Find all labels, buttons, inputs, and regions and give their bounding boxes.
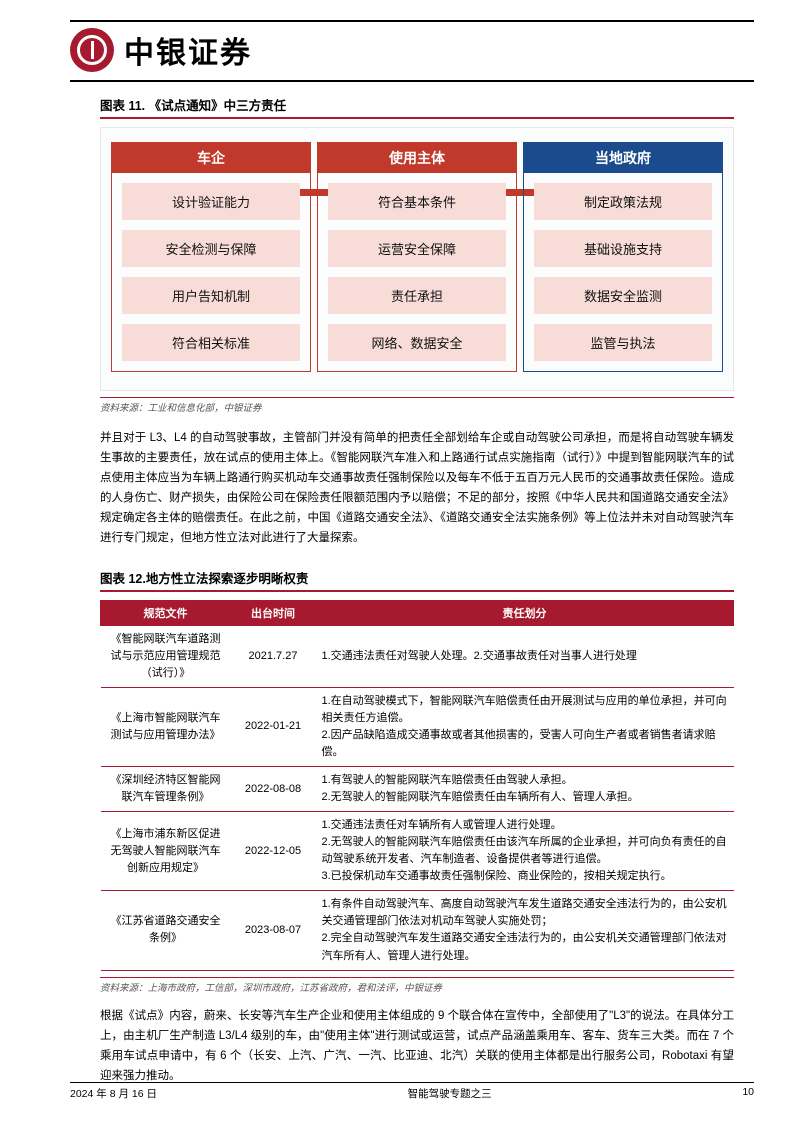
cell-doc: 《上海市浦东新区促进无驾驶人智能网联汽车创新应用规定》 [101, 812, 231, 891]
figure12-source: 资料来源：上海市政府，工信部，深圳市政府，江苏省政府，君和法评，中银证券 [100, 980, 734, 994]
column-item: 设计验证能力 [122, 183, 300, 220]
column-item: 运营安全保障 [328, 230, 506, 267]
cell-resp: 1.在自动驾驶模式下，智能网联汽车赔偿责任由开展测试与应用的单位承担，并可向相关… [316, 687, 734, 766]
table-row: 《江苏省道路交通安全条例》2023-08-071.有条件自动驾驶汽车、高度自动驾… [101, 891, 734, 970]
column-header: 当地政府 [524, 143, 722, 173]
cell-doc: 《上海市智能网联汽车测试与应用管理办法》 [101, 687, 231, 766]
figure11-source: 资料来源：工业和信息化部，中银证券 [100, 400, 734, 414]
column-item: 用户告知机制 [122, 277, 300, 314]
footer-page: 10 [742, 1086, 754, 1101]
column-header: 车企 [112, 143, 310, 173]
cell-resp: 1.交通违法责任对驾驶人处理。2.交通事故责任对当事人进行处理 [316, 625, 734, 687]
cell-resp: 1.有驾驶人的智能网联汽车赔偿责任由驾驶人承担。 2.无驾驶人的智能网联汽车赔偿… [316, 767, 734, 812]
footer-rule [70, 1082, 754, 1083]
figure11-diagram: 车企设计验证能力安全检测与保障用户告知机制符合相关标准使用主体符合基本条件运营安… [100, 127, 734, 391]
top-rule [70, 20, 754, 22]
table-row: 《智能网联汽车道路测试与示范应用管理规范（试行）》2021.7.271.交通违法… [101, 625, 734, 687]
table-row: 《深圳经济特区智能网联汽车管理条例》2022-08-081.有驾驶人的智能网联汽… [101, 767, 734, 812]
column-item: 监管与执法 [534, 324, 712, 361]
figure11-bottom-rule [100, 397, 734, 398]
cell-date: 2023-08-07 [231, 891, 316, 970]
cell-resp: 1.交通违法责任对车辆所有人或管理人进行处理。 2.无驾驶人的智能网联汽车赔偿责… [316, 812, 734, 891]
cell-resp: 1.有条件自动驾驶汽车、高度自动驾驶汽车发生道路交通安全违法行为的，由公安机关交… [316, 891, 734, 970]
column-item: 网络、数据安全 [328, 324, 506, 361]
th-doc: 规范文件 [101, 600, 231, 625]
figure12-table: 规范文件 出台时间 责任划分 《智能网联汽车道路测试与示范应用管理规范（试行）》… [100, 600, 734, 971]
th-resp: 责任划分 [316, 600, 734, 625]
cell-date: 2022-12-05 [231, 812, 316, 891]
figure12-top-rule [100, 590, 734, 592]
cell-doc: 《深圳经济特区智能网联汽车管理条例》 [101, 767, 231, 812]
footer: 2024 年 8 月 16 日 智能驾驶专题之三 10 [70, 1082, 754, 1101]
figure11-top-rule [100, 117, 734, 119]
table-row: 《上海市浦东新区促进无驾驶人智能网联汽车创新应用规定》2022-12-051.交… [101, 812, 734, 891]
content-area: 图表 11. 《试点通知》中三方责任 车企设计验证能力安全检测与保障用户告知机制… [100, 95, 734, 1106]
figure12-bottom-rule [100, 977, 734, 978]
footer-title: 智能驾驶专题之三 [408, 1086, 492, 1101]
diagram-column: 使用主体符合基本条件运营安全保障责任承担网络、数据安全 [317, 142, 517, 372]
table-row: 《上海市智能网联汽车测试与应用管理办法》2022-01-211.在自动驾驶模式下… [101, 687, 734, 766]
column-item: 基础设施支持 [534, 230, 712, 267]
column-item: 制定政策法规 [534, 183, 712, 220]
logo-icon [70, 28, 114, 72]
diagram-column: 当地政府制定政策法规基础设施支持数据安全监测监管与执法 [523, 142, 723, 372]
th-date: 出台时间 [231, 600, 316, 625]
figure12-title: 图表 12.地方性立法探索逐步明晰权责 [100, 568, 734, 587]
column-item: 符合相关标准 [122, 324, 300, 361]
cell-date: 2021.7.27 [231, 625, 316, 687]
paragraph-1: 并且对于 L3、L4 的自动驾驶事故，主管部门并没有简单的把责任全部划给车企或自… [100, 428, 734, 549]
cell-doc: 《智能网联汽车道路测试与示范应用管理规范（试行）》 [101, 625, 231, 687]
column-item: 数据安全监测 [534, 277, 712, 314]
figure11-title: 图表 11. 《试点通知》中三方责任 [100, 95, 734, 114]
column-item: 安全检测与保障 [122, 230, 300, 267]
header-rule [70, 80, 754, 82]
paragraph-2: 根据《试点》内容，蔚来、长安等汽车生产企业和使用主体组成的 9 个联合体在宣传中… [100, 1006, 734, 1087]
cell-date: 2022-08-08 [231, 767, 316, 812]
brand-text: 中银证券 [124, 28, 252, 72]
footer-date: 2024 年 8 月 16 日 [70, 1086, 157, 1101]
cell-doc: 《江苏省道路交通安全条例》 [101, 891, 231, 970]
column-item: 符合基本条件 [328, 183, 506, 220]
header: 中银证券 [70, 28, 252, 72]
column-item: 责任承担 [328, 277, 506, 314]
diagram-column: 车企设计验证能力安全检测与保障用户告知机制符合相关标准 [111, 142, 311, 372]
column-header: 使用主体 [318, 143, 516, 173]
cell-date: 2022-01-21 [231, 687, 316, 766]
